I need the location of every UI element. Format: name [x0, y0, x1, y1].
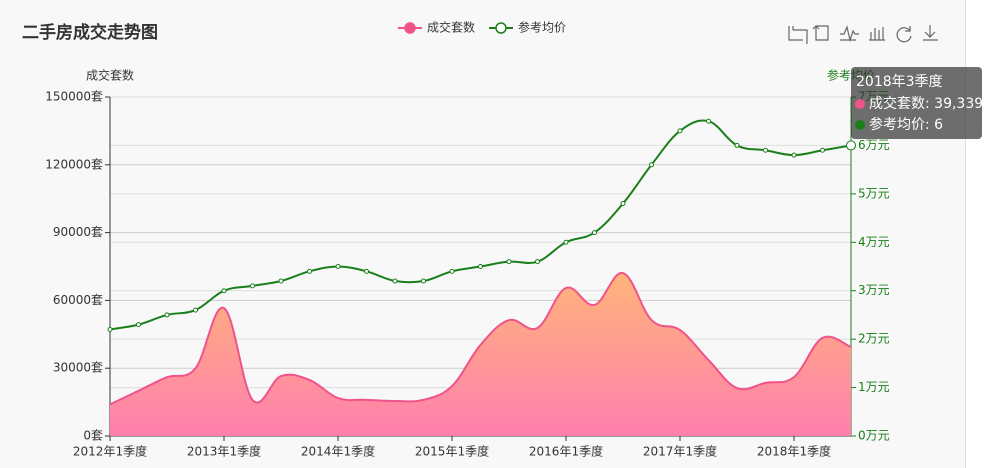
- line-icon[interactable]: [840, 25, 859, 43]
- tooltip-title: 2018年3季度: [856, 74, 943, 90]
- point: [193, 307, 198, 313]
- y2-tick-label: 2万元: [858, 332, 890, 346]
- point: [677, 128, 683, 134]
- point: [478, 264, 483, 269]
- tooltip-dot: [855, 120, 865, 130]
- tooltip-name: 参考均价: [869, 116, 925, 133]
- y-tick-label: 30000套: [53, 361, 103, 375]
- x-tick-label: 2015年1季度: [415, 444, 489, 459]
- save-icon[interactable]: [923, 25, 938, 41]
- tooltip-value: 6: [934, 117, 943, 133]
- point: [791, 152, 797, 158]
- y2-tick-label: 5万元: [858, 186, 890, 200]
- point: [535, 259, 540, 265]
- zoom-reset-icon[interactable]: [812, 25, 829, 41]
- legend-label: 成交套数: [427, 20, 475, 35]
- chart-title: 二手房成交走势图: [22, 22, 158, 43]
- point: [592, 230, 597, 236]
- point: [278, 278, 284, 284]
- point: [563, 239, 569, 245]
- tooltip-item: 参考均价: 6: [869, 116, 943, 133]
- point: [221, 288, 227, 294]
- bar-icon[interactable]: [869, 27, 885, 41]
- legend-label: 参考均价: [518, 20, 566, 35]
- area: [110, 272, 851, 436]
- point: [846, 140, 856, 151]
- y-tick-label: 90000套: [53, 225, 103, 239]
- legend-icon: [404, 22, 416, 34]
- y2-tick-label: 3万元: [858, 283, 890, 297]
- point: [136, 322, 141, 328]
- point: [250, 283, 255, 289]
- restore-icon[interactable]: [896, 26, 912, 43]
- point: [734, 142, 740, 148]
- y2-tick-label: 1万元: [858, 380, 890, 394]
- tooltip-value: 39,339: [934, 96, 983, 112]
- point: [107, 326, 113, 332]
- tooltip-sep: :: [925, 117, 934, 133]
- point: [649, 162, 654, 168]
- x-tick-label: 2012年1季度: [73, 444, 147, 459]
- tooltip-item: 成交套数: 39,339: [869, 95, 983, 112]
- y2-tick-label: 0万元: [858, 429, 890, 443]
- x-tick-label: 2014年1季度: [301, 444, 375, 459]
- point: [364, 268, 369, 274]
- series-line: [109, 272, 852, 406]
- tooltip-sep: :: [925, 96, 934, 112]
- tooltip-dot: [855, 99, 865, 109]
- y-tick-label: 120000套: [45, 157, 103, 171]
- point: [449, 268, 455, 274]
- point: [820, 147, 825, 153]
- point: [392, 278, 398, 284]
- y-tick-label: 150000套: [45, 90, 103, 104]
- y-tick-label: 0套: [83, 429, 103, 443]
- y2-tick-label: 6万元: [858, 138, 890, 152]
- y2-tick-label: 4万元: [858, 235, 890, 249]
- point: [506, 259, 512, 265]
- x-tick-label: 2016年1季度: [529, 444, 603, 459]
- point: [164, 312, 170, 318]
- tooltip-name: 成交套数: [869, 95, 925, 112]
- x-tick-label: 2017年1季度: [643, 444, 717, 459]
- x-tick-label: 2018年1季度: [757, 444, 831, 459]
- point: [335, 264, 341, 269]
- point: [706, 118, 711, 124]
- x-tick-label: 2013年1季度: [187, 444, 261, 459]
- point: [421, 278, 426, 284]
- y-tick-label: 60000套: [53, 293, 103, 307]
- y-axis-name: 成交套数: [86, 68, 134, 83]
- tooltip-box: [851, 67, 982, 139]
- point: [307, 268, 312, 274]
- zoom-icon[interactable]: [788, 26, 808, 44]
- point: [620, 201, 626, 207]
- legend-icon: [495, 22, 507, 34]
- point: [763, 147, 768, 153]
